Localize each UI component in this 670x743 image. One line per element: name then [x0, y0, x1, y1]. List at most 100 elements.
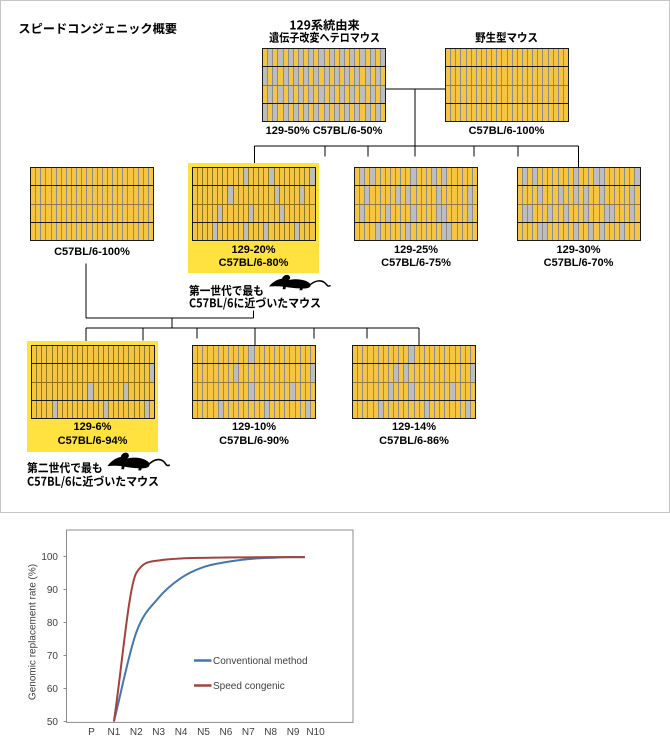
segment-c57bl6 [451, 67, 456, 85]
segment-c57bl6 [279, 186, 284, 204]
segment-129 [630, 204, 635, 222]
segment-129 [380, 49, 385, 67]
segment-c57bl6 [594, 222, 599, 240]
segment-c57bl6 [254, 204, 259, 222]
segment-c57bl6 [424, 346, 429, 364]
segment-c57bl6 [635, 204, 640, 222]
segment-c57bl6 [289, 168, 294, 186]
segment-c57bl6 [295, 382, 300, 400]
segment-c57bl6 [635, 186, 640, 204]
segment-c57bl6 [300, 222, 305, 240]
segment-c57bl6 [604, 222, 609, 240]
segment-c57bl6 [310, 346, 315, 364]
segment-c57bl6 [192, 204, 197, 222]
segment-c57bl6 [192, 222, 197, 240]
segment-c57bl6 [533, 67, 538, 85]
segment-c57bl6 [284, 222, 289, 240]
gen2-10-label-line: 129-10% [231, 421, 277, 433]
segment-c57bl6 [517, 168, 522, 186]
segment-c57bl6 [368, 400, 373, 418]
segment-c57bl6 [285, 364, 290, 382]
segment-c57bl6 [447, 204, 452, 222]
segment-c57bl6 [466, 103, 471, 121]
segment-c57bl6 [244, 382, 249, 400]
segment-c57bl6 [139, 346, 144, 364]
segment-c57bl6 [548, 67, 553, 85]
segment-c57bl6 [401, 222, 406, 240]
x-tick-label: N1 [108, 727, 121, 738]
parent-hetero-label: 129-50% C57BL/6-50% [266, 125, 383, 139]
segment-c57bl6 [193, 346, 198, 364]
segment-c57bl6 [83, 400, 88, 418]
segment-c57bl6 [543, 186, 548, 204]
segment-c57bl6 [198, 364, 203, 382]
y-tick-label: 90 [47, 585, 59, 596]
segment-c57bl6 [472, 222, 477, 240]
segment-c57bl6 [254, 222, 259, 240]
segment-c57bl6 [460, 346, 465, 364]
y-axis-ticks [63, 556, 67, 722]
segment-c57bl6 [128, 168, 133, 186]
segment-c57bl6 [385, 222, 390, 240]
segment-c57bl6 [579, 186, 584, 204]
segment-c57bl6 [119, 400, 124, 418]
segment-c57bl6 [358, 364, 363, 382]
legend-label: Conventional method [213, 656, 308, 667]
segment-c57bl6 [375, 49, 380, 67]
gen1-25-label-line: 129-25% [393, 243, 439, 256]
segment-129 [218, 400, 223, 418]
segment-c57bl6 [635, 222, 640, 240]
segment-c57bl6 [144, 382, 149, 400]
segment-c57bl6 [72, 204, 77, 222]
segment-c57bl6 [134, 364, 139, 382]
segment-c57bl6 [129, 382, 134, 400]
segment-129 [375, 103, 380, 121]
segment-c57bl6 [198, 346, 203, 364]
segment-c57bl6 [481, 49, 486, 67]
segment-c57bl6 [604, 186, 609, 204]
segment-129 [88, 382, 93, 400]
segment-c57bl6 [149, 382, 154, 400]
segment-c57bl6 [107, 168, 112, 186]
segment-c57bl6 [492, 85, 497, 103]
segment-c57bl6 [431, 222, 436, 240]
segment-c57bl6 [353, 346, 358, 364]
segment-129 [467, 204, 472, 222]
segment-c57bl6 [118, 168, 123, 186]
segment-c57bl6 [457, 222, 462, 240]
segment-c57bl6 [273, 49, 278, 67]
segment-c57bl6 [584, 168, 589, 186]
segment-129 [234, 364, 239, 382]
segment-c57bl6 [61, 186, 66, 204]
segment-c57bl6 [275, 364, 280, 382]
segment-c57bl6 [394, 400, 399, 418]
segment-129 [370, 168, 375, 186]
chromosome-row [355, 204, 477, 223]
segment-c57bl6 [396, 204, 401, 222]
segment-129 [293, 103, 298, 121]
segment-c57bl6 [234, 382, 239, 400]
segment-c57bl6 [269, 186, 274, 204]
segment-c57bl6 [51, 204, 56, 222]
segment-129 [319, 49, 324, 67]
segment-c57bl6 [558, 222, 563, 240]
segment-c57bl6 [625, 186, 630, 204]
segment-c57bl6 [98, 400, 103, 418]
segment-c57bl6 [143, 186, 148, 204]
segment-c57bl6 [388, 346, 393, 364]
segment-129 [295, 222, 300, 240]
segment-c57bl6 [72, 186, 77, 204]
segment-c57bl6 [380, 222, 385, 240]
segment-c57bl6 [455, 382, 460, 400]
segment-c57bl6 [264, 168, 269, 186]
segment-c57bl6 [293, 85, 298, 103]
segment-c57bl6 [467, 222, 472, 240]
segment-c57bl6 [62, 364, 67, 382]
segment-129 [249, 346, 254, 364]
segment-c57bl6 [414, 346, 419, 364]
segment-c57bl6 [248, 186, 253, 204]
segment-c57bl6 [538, 103, 543, 121]
segment-c57bl6 [472, 204, 477, 222]
segment-c57bl6 [502, 49, 507, 67]
segment-c57bl6 [300, 346, 305, 364]
